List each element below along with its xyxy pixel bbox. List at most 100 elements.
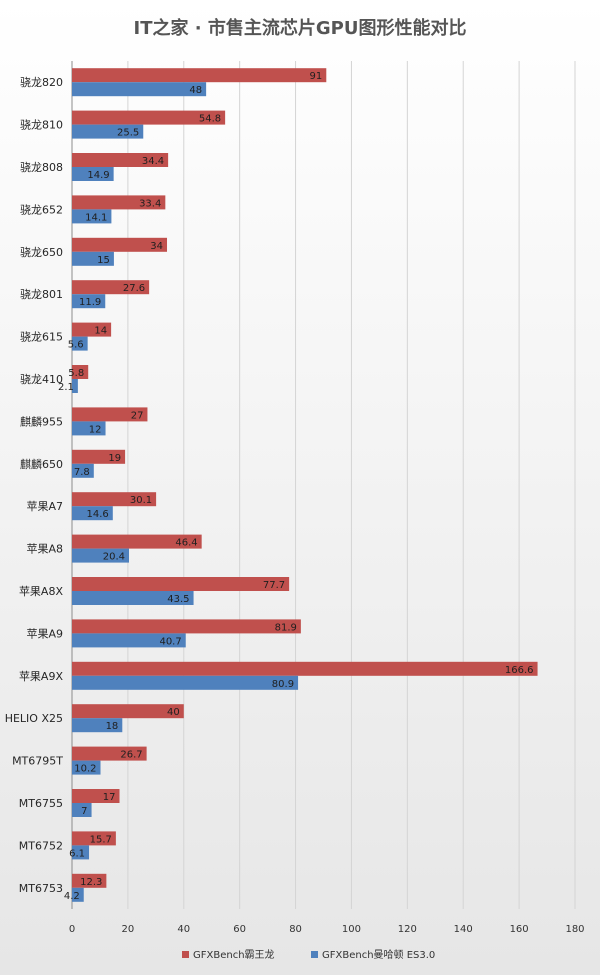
bar-series2 — [72, 294, 106, 309]
data-label: 18 — [106, 721, 119, 732]
category-label: 麒麟955 — [20, 414, 63, 428]
bar-series1 — [72, 322, 112, 337]
category-label: 苹果A9 — [26, 626, 63, 640]
legend-label: GFXBench霸王龙 — [193, 948, 275, 961]
bar-series1 — [72, 407, 148, 422]
bar-series2 — [72, 887, 84, 902]
data-label: 26.7 — [120, 750, 142, 761]
data-label: 77.7 — [263, 580, 285, 591]
category-labels: 骁龙820 骁龙810 骁龙808 骁龙652 骁龙650 骁龙801 骁龙615 骁龙410… — [5, 75, 64, 895]
bar-series1 — [72, 661, 538, 676]
x-tick-label: 0 — [69, 924, 75, 935]
x-tick-label: 60 — [233, 924, 246, 935]
data-label: 14 — [94, 326, 107, 337]
bar-series1 — [72, 831, 116, 846]
bar-series2 — [72, 209, 112, 224]
data-label: 91 — [310, 71, 323, 82]
data-label: 17 — [103, 792, 116, 803]
category-label: HELIO X25 — [5, 712, 63, 725]
legend-swatch — [311, 951, 318, 958]
bar-series2 — [72, 760, 101, 775]
bar-series2 — [72, 803, 92, 817]
bar-series2 — [72, 124, 144, 139]
data-label: 12.3 — [80, 877, 102, 888]
bar-series2 — [72, 336, 88, 351]
data-label: 40.7 — [159, 636, 181, 647]
category-label: 骁龙410 — [20, 372, 63, 386]
category-label: 苹果A9X — [19, 669, 64, 683]
bar-series1 — [72, 492, 157, 507]
bar-series1 — [72, 365, 89, 379]
bar-series1 — [72, 280, 150, 295]
category-label: 苹果A8 — [26, 542, 63, 556]
category-label: 骁龙801 — [20, 287, 63, 301]
data-label: 48 — [189, 85, 202, 96]
legend: GFXBench霸王龙 GFXBench曼哈顿 ES3.0 — [182, 948, 435, 961]
x-tick-label: 40 — [177, 924, 190, 935]
bar-series2 — [72, 718, 123, 733]
category-label: MT6755 — [19, 797, 63, 810]
bar-series2 — [72, 591, 194, 605]
data-label: 27 — [131, 410, 144, 421]
data-label: 166.6 — [505, 665, 534, 676]
bar-series1 — [72, 153, 169, 167]
category-label: 苹果A7 — [26, 499, 63, 513]
data-label: 30.1 — [130, 495, 152, 506]
data-label: 46.4 — [175, 538, 197, 549]
category-label: 骁龙652 — [20, 202, 63, 216]
data-label: 81.9 — [275, 622, 297, 633]
bar-series1 — [72, 237, 168, 252]
x-tick-label: 180 — [565, 924, 584, 935]
data-label: 15 — [97, 255, 110, 266]
category-label: 苹果A8X — [19, 584, 64, 598]
data-label: 6.1 — [69, 848, 85, 859]
bar-series1 — [72, 704, 184, 719]
legend-swatch — [182, 951, 189, 958]
data-label: 7.8 — [74, 467, 90, 478]
x-tick-labels: 0 20 40 60 80 100 120 140 160 180 — [69, 924, 585, 935]
x-tick-label: 140 — [454, 924, 473, 935]
category-label: MT6753 — [19, 882, 63, 895]
data-label: 25.5 — [117, 128, 139, 139]
data-label: 34 — [150, 241, 163, 252]
bar-series1 — [72, 449, 126, 464]
bar-series1 — [72, 873, 107, 888]
bar-series1 — [72, 789, 120, 803]
bar-series2 — [72, 379, 78, 393]
data-label: 7 — [81, 806, 87, 817]
data-label: 33.4 — [139, 198, 161, 209]
data-label: 4.2 — [64, 891, 80, 902]
bar-series2 — [72, 251, 114, 266]
x-tick-label: 80 — [289, 924, 302, 935]
data-label: 10.2 — [74, 764, 96, 775]
bar-series1 — [72, 619, 301, 634]
bar-series1 — [72, 746, 147, 761]
category-label: MT6795T — [12, 755, 63, 768]
bar-series2 — [72, 548, 130, 563]
x-tick-label: 160 — [510, 924, 529, 935]
data-label: 2.1 — [58, 382, 74, 393]
bar-series2 — [72, 421, 106, 436]
data-label: 11.9 — [79, 297, 101, 308]
x-tick-label: 120 — [398, 924, 417, 935]
data-label: 14.1 — [85, 212, 107, 223]
x-tick-label: 100 — [342, 924, 361, 935]
bar-series1 — [72, 110, 226, 125]
bars: 91 48 54.8 25.5 34.4 14.9 33.4 14.1 34 15 27.6 11.9… — [58, 68, 538, 902]
bar-series2 — [72, 167, 114, 181]
data-label: 5.6 — [68, 340, 84, 351]
category-label: MT6752 — [19, 839, 63, 852]
data-label: 14.6 — [87, 509, 109, 520]
category-label: 骁龙650 — [20, 245, 63, 259]
category-label: 麒麟650 — [20, 457, 63, 471]
data-label: 5.8 — [68, 368, 84, 379]
bar-series2 — [72, 675, 299, 690]
category-label: 骁龙820 — [20, 75, 63, 89]
gridlines — [71, 61, 576, 909]
data-label: 19 — [108, 453, 121, 464]
data-label: 12 — [89, 424, 102, 435]
data-label: 54.8 — [199, 114, 221, 125]
bar-series2 — [72, 845, 90, 860]
x-tick-label: 20 — [122, 924, 135, 935]
